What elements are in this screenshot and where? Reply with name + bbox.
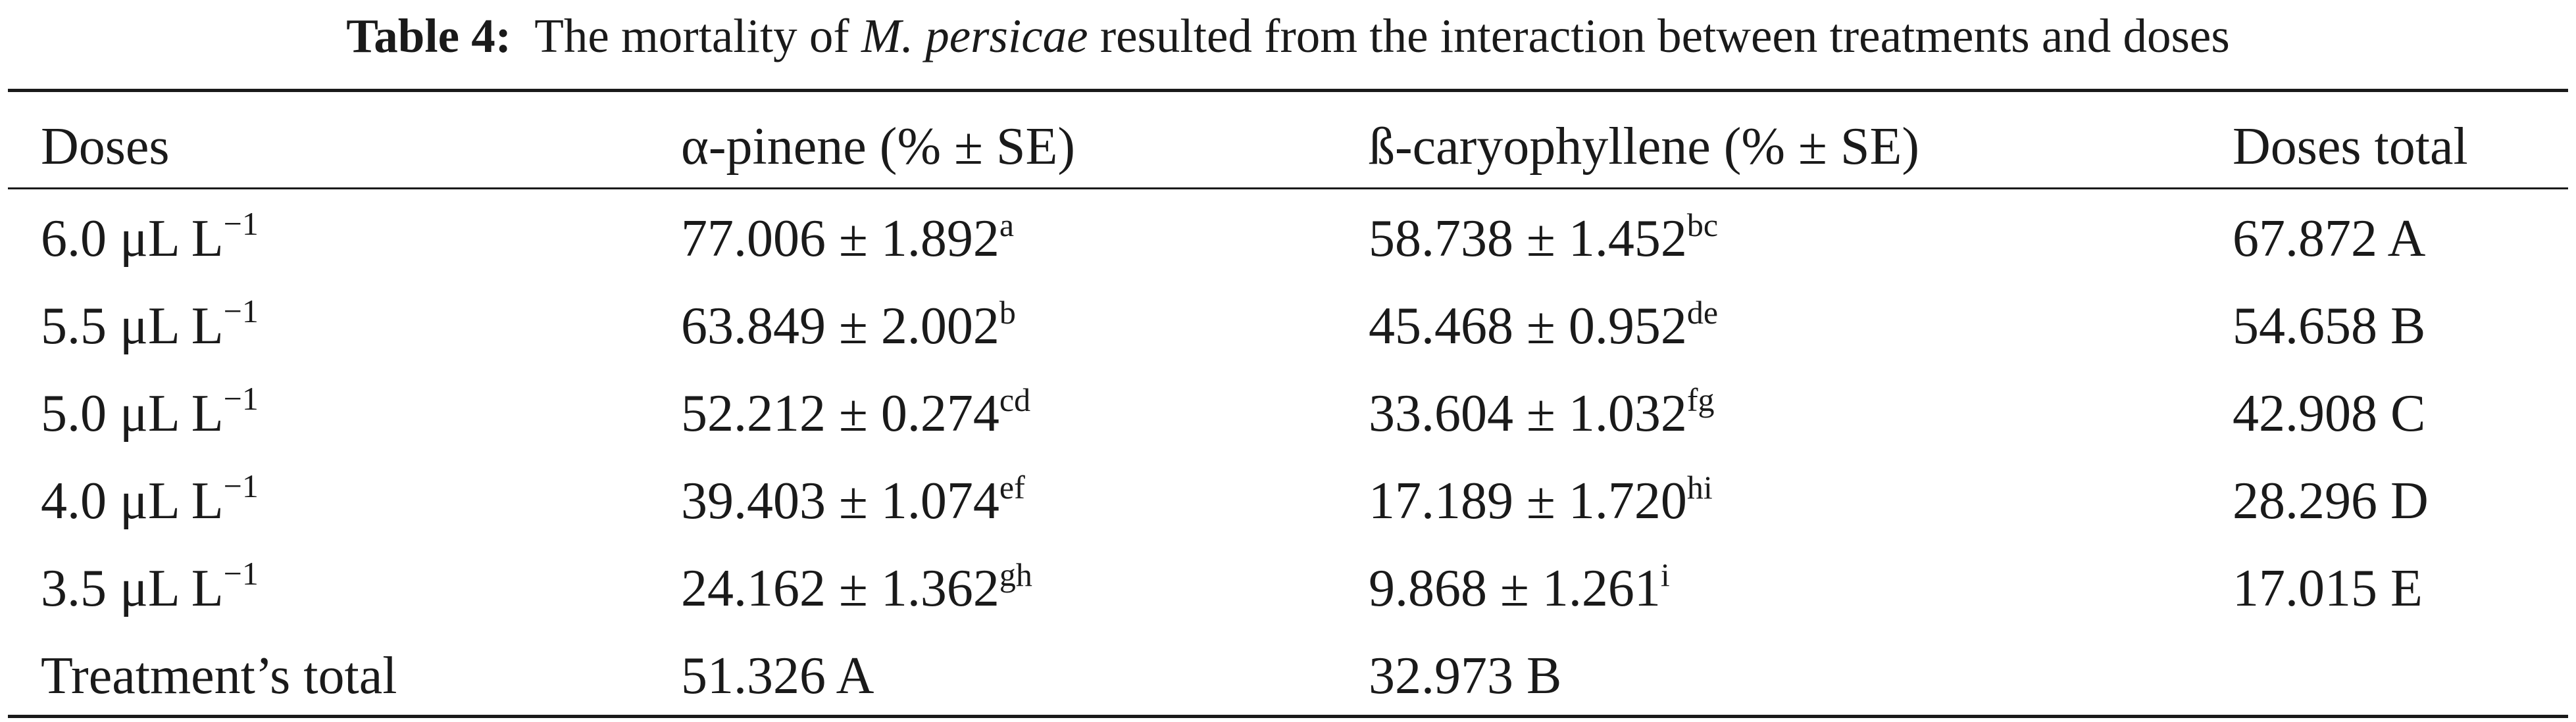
dose-cell: 3.5 μL L−1 xyxy=(41,549,259,628)
caption-text-before: The mortality of xyxy=(534,9,849,62)
table-row: 3.5 μL L−1 24.162 ± 1.362gh 9.868 ± 1.26… xyxy=(0,549,2576,628)
alpha-pinene-letter: ef xyxy=(999,469,1025,506)
table-row: 5.5 μL L−1 63.849 ± 2.002b 45.468 ± 0.95… xyxy=(0,287,2576,366)
header-beta-caryophyllene: ß-caryophyllene (% ± SE) xyxy=(1369,118,1919,176)
dose-exponent: −1 xyxy=(223,380,259,417)
dose-value: 4.0 μL L xyxy=(41,472,224,530)
beta-caryophyllene-letter: hi xyxy=(1686,469,1713,506)
alpha-pinene-cell: 24.162 ± 1.362gh xyxy=(681,549,1032,628)
beta-caryophyllene-letter: de xyxy=(1686,294,1719,331)
dose-cell: 5.0 μL L−1 xyxy=(41,374,259,453)
beta-caryophyllene-letter: i xyxy=(1660,556,1670,593)
beta-caryophyllene-cell: 33.604 ± 1.032fg xyxy=(1369,374,1715,453)
dose-cell: 6.0 μL L−1 xyxy=(41,199,259,278)
dose-value: 5.0 μL L xyxy=(41,385,224,443)
alpha-pinene-cell: 39.403 ± 1.074ef xyxy=(681,462,1025,541)
alpha-pinene-cell: 63.849 ± 2.002b xyxy=(681,287,1016,366)
dose-value: 6.0 μL L xyxy=(41,210,224,268)
alpha-pinene-value: 24.162 ± 1.362 xyxy=(681,560,999,617)
dose-cell: 4.0 μL L−1 xyxy=(41,462,259,541)
doses-total-cell: 28.296 D xyxy=(2233,472,2429,530)
beta-caryophyllene-value: 17.189 ± 1.720 xyxy=(1369,472,1687,530)
alpha-pinene-value: 77.006 ± 1.892 xyxy=(681,210,999,268)
beta-caryophyllene-cell: 9.868 ± 1.261i xyxy=(1369,549,1670,628)
dose-cell: 5.5 μL L−1 xyxy=(41,287,259,366)
table-footer-row: Treatment’s total 51.326 A 32.973 B xyxy=(0,637,2576,715)
beta-caryophyllene-value: 9.868 ± 1.261 xyxy=(1369,560,1661,617)
beta-caryophyllene-value: 58.738 ± 1.452 xyxy=(1369,210,1687,268)
doses-total-cell: 17.015 E xyxy=(2233,560,2423,617)
beta-caryophyllene-cell: 17.189 ± 1.720hi xyxy=(1369,462,1713,541)
header-doses-total: Doses total xyxy=(2233,118,2468,176)
table-header-rule xyxy=(8,187,2568,189)
beta-caryophyllene-total: 32.973 B xyxy=(1369,647,1562,705)
treatment-total-label: Treatment’s total xyxy=(41,647,397,705)
beta-caryophyllene-value: 45.468 ± 0.952 xyxy=(1369,297,1687,355)
alpha-pinene-value: 52.212 ± 0.274 xyxy=(681,385,999,443)
table-label: Table 4: xyxy=(346,9,512,62)
alpha-pinene-letter: a xyxy=(999,206,1015,243)
beta-caryophyllene-cell: 58.738 ± 1.452bc xyxy=(1369,199,1718,278)
alpha-pinene-total: 51.326 A xyxy=(681,647,874,705)
dose-value: 5.5 μL L xyxy=(41,297,224,355)
beta-caryophyllene-letter: fg xyxy=(1686,381,1715,418)
doses-total-cell: 42.908 C xyxy=(2233,385,2426,443)
doses-total-cell: 54.658 B xyxy=(2233,297,2426,355)
alpha-pinene-letter: gh xyxy=(999,556,1032,593)
table-row: 4.0 μL L−1 39.403 ± 1.074ef 17.189 ± 1.7… xyxy=(0,462,2576,541)
beta-caryophyllene-cell: 45.468 ± 0.952de xyxy=(1369,287,1718,366)
dose-exponent: −1 xyxy=(223,293,259,329)
header-doses: Doses xyxy=(41,118,170,176)
alpha-pinene-cell: 77.006 ± 1.892a xyxy=(681,199,1014,278)
caption-text-after: resulted from the interaction between tr… xyxy=(1099,9,2230,62)
dose-exponent: −1 xyxy=(223,205,259,242)
alpha-pinene-value: 39.403 ± 1.074 xyxy=(681,472,999,530)
table-row: 6.0 μL L−1 77.006 ± 1.892a 58.738 ± 1.45… xyxy=(0,199,2576,278)
table-header-row: Doses α-pinene (% ± SE) ß-caryophyllene … xyxy=(0,107,2576,186)
dose-exponent: −1 xyxy=(223,555,259,592)
dose-exponent: −1 xyxy=(223,468,259,504)
alpha-pinene-letter: cd xyxy=(999,381,1031,418)
alpha-pinene-cell: 52.212 ± 0.274cd xyxy=(681,374,1030,453)
beta-caryophyllene-letter: bc xyxy=(1686,206,1719,243)
table-row: 5.0 μL L−1 52.212 ± 0.274cd 33.604 ± 1.0… xyxy=(0,374,2576,453)
header-alpha-pinene: α-pinene (% ± SE) xyxy=(681,118,1075,176)
beta-caryophyllene-value: 33.604 ± 1.032 xyxy=(1369,385,1687,443)
table-caption: Table 4: The mortality of M. persicae re… xyxy=(0,0,2576,72)
table-bottom-rule xyxy=(8,715,2568,718)
table-top-rule xyxy=(8,89,2568,92)
doses-total-cell: 67.872 A xyxy=(2233,210,2426,268)
caption-species: M. persicae xyxy=(861,9,1088,62)
dose-value: 3.5 μL L xyxy=(41,560,224,617)
alpha-pinene-value: 63.849 ± 2.002 xyxy=(681,297,999,355)
alpha-pinene-letter: b xyxy=(999,294,1016,331)
